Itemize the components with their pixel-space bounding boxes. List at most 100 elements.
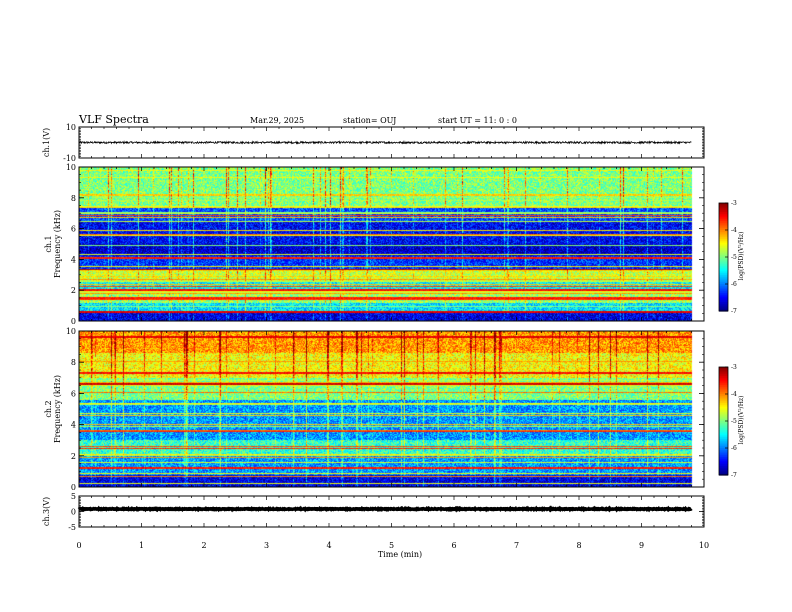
ch2-colorbar-swatch [719,435,728,438]
ch2-colorbar-swatch [719,408,728,411]
ch1-colorbar-swatch [719,293,728,296]
ch1-colorbar-swatch [719,255,728,258]
ch2-spectrogram-y-tick-label: 6 [71,389,76,398]
ch2-colorbar-tick-label: -3 [731,364,737,371]
ch2-colorbar-swatch [719,403,728,406]
ch1-colorbar-swatch [719,269,728,272]
time-tick-label: 8 [576,541,581,550]
ch2-colorbar-swatch [719,448,728,451]
ch2-colorbar-swatch [719,440,728,444]
ch2-colorbar-swatch [719,458,728,462]
ch1-colorbar-swatch [719,273,728,276]
ch2-colorbar-swatch [719,372,728,375]
ch2-colorbar-swatch [719,453,728,456]
ch2-spectrogram-panel: 0 2 4 6 8 10 ch.2 Frequency (kHz) [44,327,705,492]
time-tick-label: 6 [451,541,456,550]
ch2-colorbar-swatch [719,368,728,372]
ch2-colorbar-swatch [719,444,728,447]
time-tick-label: 10 [699,541,709,550]
ch3-waveform-frame [78,495,705,528]
ch2-colorbar-swatch [719,370,728,373]
ch2-colorbar-swatch [719,421,728,424]
ch1-colorbar-swatch [719,258,728,262]
ch2-colorbar-tick-label: -5 [731,418,737,425]
ch2-colorbar-swatch [719,439,728,442]
ch1-colorbar-swatch [719,302,728,305]
ch2-colorbar-swatch [719,377,728,381]
ch2-colorbar-swatch [719,426,728,429]
ch1-colorbar-swatch [719,296,728,299]
ch2-colorbar-swatch [719,428,728,431]
ch3-waveform-panel: 5 0 -5 ch.3(V) [42,492,705,532]
time-tick-label: 3 [264,541,269,550]
ch2-colorbar-swatch [719,376,728,379]
ch1-channel-label: ch.1 [44,235,53,252]
ch2-spectrogram-y-tick-label: 4 [71,421,76,430]
ch2-colorbar-swatch [719,374,728,377]
ch1-colorbar-swatch [719,285,728,289]
ch2-colorbar-swatch [719,379,728,382]
figure-title: VLF Spectra [78,113,149,126]
ch2-spectrogram-y-tick-label: 10 [66,327,76,336]
ch2-colorbar-swatch [719,390,728,393]
ch1-colorbar-swatch [719,224,728,227]
ch2-colorbar-swatch [719,417,728,420]
ch2-colorbar-swatch [719,466,728,469]
ch2-colorbar-tick-label: -4 [731,391,737,398]
ch1-colorbar-swatch [719,221,728,224]
ch2-colorbar-swatch [719,460,728,463]
ch1-colorbar-swatch [719,210,728,213]
ch1-colorbar-swatch [719,217,728,220]
ch1-frequency-axis-label: Frequency (kHz) [53,210,62,278]
ch2-channel-label: ch.2 [44,400,53,417]
time-tick-label: 5 [389,541,394,550]
ch1-colorbar-swatch [719,244,728,247]
ch1-colorbar-swatch [719,231,728,235]
time-tick-label: 7 [514,541,519,550]
ch2-colorbar-swatch [719,467,728,471]
ch2-colorbar-swatch [719,471,728,474]
ch2-colorbar-swatch [719,455,728,458]
ch2-spectrogram-y-tick-label: 8 [71,358,76,367]
ch1-waveform-y-tick-label: 10 [66,123,76,132]
ch1-colorbar-label: log(PSD)(V²/Hz) [738,232,745,281]
ch2-colorbar-swatch [719,462,728,465]
ch1-colorbar-swatch [719,212,728,215]
ch1-colorbar-swatch [719,253,728,256]
ch1-colorbar-swatch [719,215,728,218]
ch1-colorbar: log(PSD)(V²/Hz) -3 -4 -5 -6 -7 [718,200,745,315]
ch2-colorbar-swatch [719,410,728,413]
ch2-colorbar-swatch [719,433,728,436]
ch2-colorbar-swatch [719,392,728,395]
ch1-colorbar-swatch [719,222,728,226]
ch3-waveform-axis-label: ch.3(V) [42,497,51,526]
ch1-colorbar-tick-label: -5 [731,254,737,261]
ch2-colorbar-tick-label: -6 [731,445,737,452]
ch2-colorbar-swatch [719,457,728,460]
ch1-colorbar-tick-label: -3 [731,200,737,207]
ch1-colorbar-swatch [719,287,728,290]
ch1-colorbar-swatch [719,240,728,244]
time-axis: 0 1 2 3 4 5 6 7 8 9 10 [76,541,709,550]
ch3-waveform-y-tick-label: 5 [71,492,76,501]
ch2-colorbar-swatch [719,451,728,454]
ch1-colorbar-swatch [719,239,728,242]
ch1-spectrogram-y-tick-label: 2 [71,286,76,295]
ch1-colorbar-swatch [719,237,728,240]
ch1-colorbar-swatch [719,309,728,312]
ch1-spectrogram-y-tick-label: 0 [71,317,76,326]
ch1-colorbar-swatch [719,242,728,245]
ch1-colorbar-swatch [719,284,728,287]
ch2-colorbar-swatch [719,404,728,408]
ch1-colorbar-swatch [719,303,728,307]
ch3-waveform-y-tick-label: -5 [68,523,76,532]
ch2-colorbar-swatch [719,419,728,422]
ch1-colorbar-swatch [719,282,728,285]
ch1-colorbar-swatch [719,264,728,267]
ch1-colorbar-swatch [719,262,728,265]
ch1-colorbar-swatch [719,289,728,292]
ch2-colorbar-swatch [719,449,728,453]
ch1-colorbar-swatch [719,260,728,263]
ch2-colorbar-swatch [719,388,728,391]
ch2-colorbar-swatch [719,386,728,390]
